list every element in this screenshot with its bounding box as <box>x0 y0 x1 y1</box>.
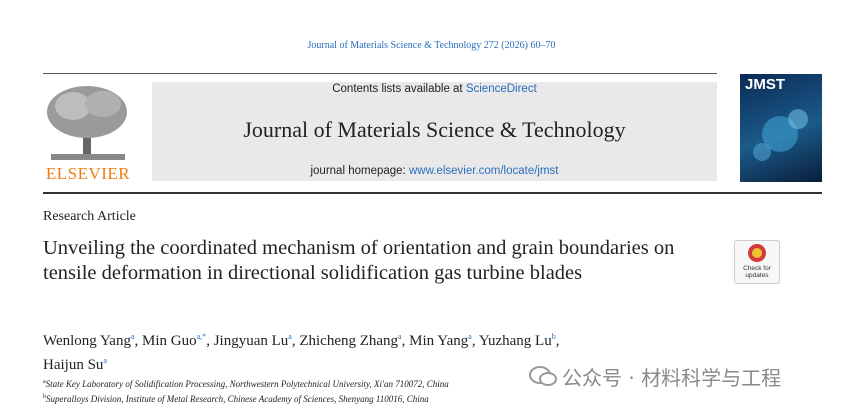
author: Min Guoa,*, <box>142 332 210 349</box>
check-icon <box>748 244 766 262</box>
affiliation-text: Superalloys Division, Institute of Metal… <box>46 394 429 404</box>
affiliations: aState Key Laboratory of Solidification … <box>43 376 449 406</box>
author: Zhicheng Zhanga, <box>299 332 406 349</box>
homepage-link[interactable]: www.elsevier.com/locate/jmst <box>408 165 559 177</box>
author-affiliation-mark[interactable]: a,* <box>196 332 207 341</box>
author-name: Wenlong Yang <box>43 333 131 349</box>
author-affiliation-mark[interactable]: a <box>398 332 402 341</box>
article-title: Unveiling the coordinated mechanism of o… <box>43 237 675 284</box>
author: Yuzhang Lub, <box>478 332 560 349</box>
homepage-text: journal homepage: <box>310 165 409 177</box>
watermark: 公众号 · 材料科学与工程 <box>562 366 782 390</box>
publisher-logo <box>47 86 127 160</box>
author: Min Yanga, <box>409 332 476 349</box>
article-type: Research Article <box>43 209 136 224</box>
rule <box>43 73 717 74</box>
author-affiliation-mark[interactable]: b <box>551 332 556 341</box>
check-updates-text: Check for updates <box>743 265 771 279</box>
author-affiliation-mark[interactable]: a <box>103 356 107 365</box>
author-separator: , <box>471 333 476 349</box>
author: Wenlong Yanga, <box>43 332 139 349</box>
author-separator: , <box>134 333 139 349</box>
homepage-line: journal homepage: www.elsevier.com/locat… <box>152 165 717 177</box>
author-separator: , <box>401 333 406 349</box>
author-separator: , <box>206 333 210 349</box>
affiliation-text: State Key Laboratory of Solidification P… <box>45 379 449 389</box>
sciencedirect-link[interactable]: ScienceDirect <box>465 83 537 95</box>
affiliation-mark: a <box>43 379 46 385</box>
author-name: Haijun Su <box>43 357 104 373</box>
author-name: Zhicheng Zhang <box>299 333 399 349</box>
author-name: Yuzhang Lu <box>478 333 552 349</box>
affiliation: bSuperalloys Division, Institute of Meta… <box>43 391 449 406</box>
author: Jingyuan Lua, <box>213 332 296 349</box>
authors: Wenlong Yanga, Min Guoa,*, Jingyuan Lua,… <box>43 327 733 375</box>
author: Haijun Sua <box>43 356 107 373</box>
journal-name: Journal of Materials Science & Technolog… <box>243 117 626 142</box>
watermark-icon <box>529 366 557 386</box>
author-affiliation-mark[interactable]: a <box>288 332 292 341</box>
author-separator: , <box>555 333 560 349</box>
author-affiliation-mark[interactable]: a <box>130 332 135 341</box>
cover-art <box>753 109 808 161</box>
cover-title: JMST <box>745 76 786 93</box>
author-name: Min Guo <box>142 333 197 349</box>
contents-line: Contents lists available at ScienceDirec… <box>152 83 717 95</box>
journal-banner <box>152 82 717 181</box>
affiliation: aState Key Laboratory of Solidification … <box>43 376 449 391</box>
contents-text: Contents lists available at <box>332 83 466 95</box>
author-separator: , <box>291 333 296 349</box>
author-name: Jingyuan Lu <box>213 333 289 349</box>
publisher: ELSEVIER <box>45 164 131 183</box>
affiliation-mark: b <box>43 394 46 400</box>
check-updates-badge[interactable] <box>734 240 780 284</box>
author-name: Min Yang <box>409 333 469 349</box>
rule <box>43 192 822 194</box>
citation: Journal of Materials Science & Technolog… <box>307 40 556 51</box>
journal-cover <box>740 74 822 182</box>
author-affiliation-mark[interactable]: a <box>468 332 472 341</box>
